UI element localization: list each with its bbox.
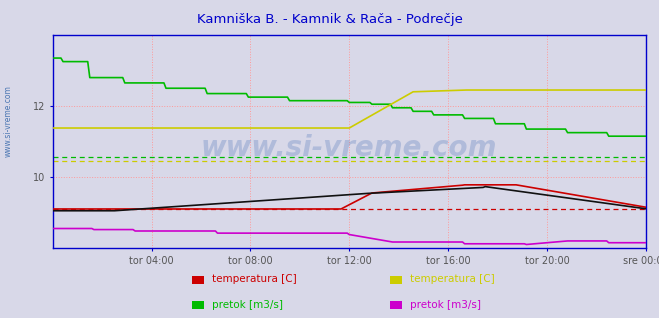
Text: Kamniška B. - Kamnik & Rača - Podrečje: Kamniška B. - Kamnik & Rača - Podrečje <box>196 13 463 26</box>
Text: temperatura [C]: temperatura [C] <box>410 274 495 284</box>
Text: pretok [m3/s]: pretok [m3/s] <box>410 300 481 310</box>
Text: pretok [m3/s]: pretok [m3/s] <box>212 300 283 310</box>
Text: www.si-vreme.com: www.si-vreme.com <box>201 134 498 162</box>
Text: www.si-vreme.com: www.si-vreme.com <box>4 85 13 157</box>
Text: temperatura [C]: temperatura [C] <box>212 274 297 284</box>
